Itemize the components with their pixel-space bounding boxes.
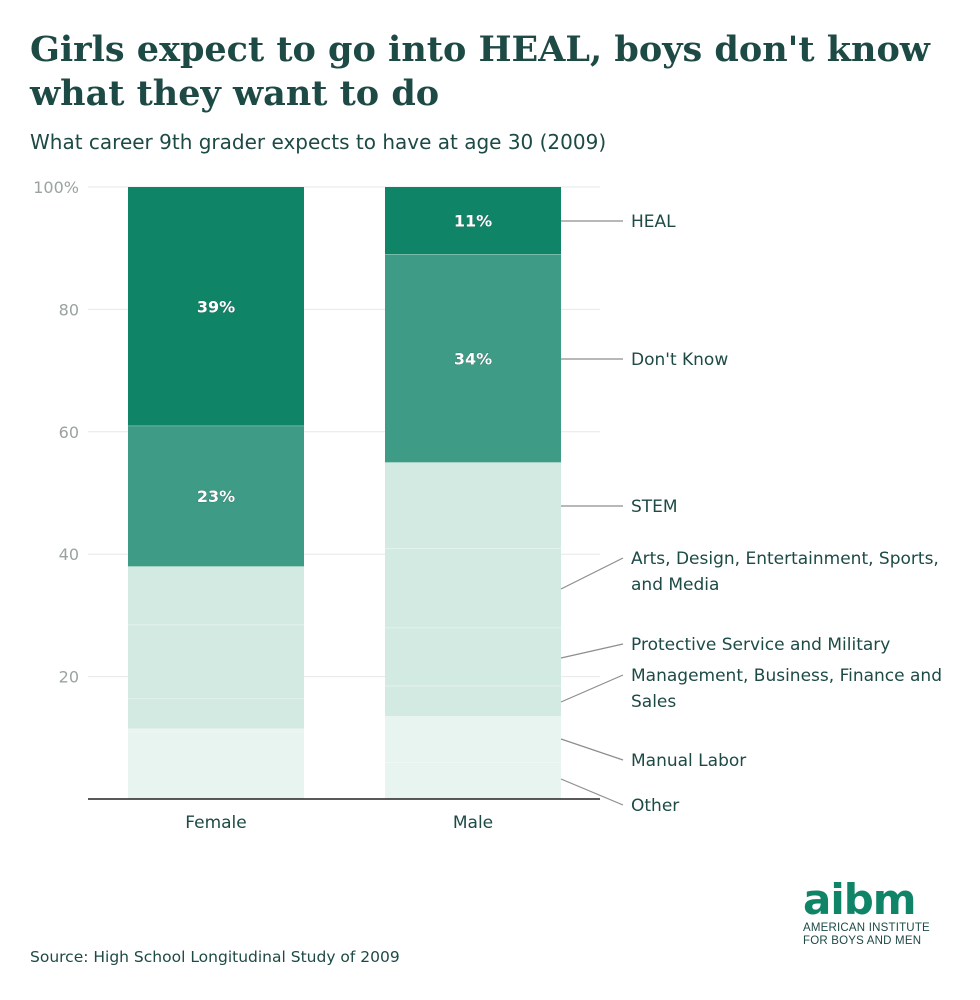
aibm-logo: aibm AMERICAN INSTITUTE FOR BOYS AND MEN [803,878,963,948]
data-label-male-heal: 11% [454,212,492,231]
y-tick-label: 60 [59,423,79,442]
leader-line-management-business-finance-and-sales [560,674,624,703]
bar-male-manual-labor [385,716,561,763]
bar-male-management-business-finance-and-sales [385,685,561,717]
bar-female-heal [128,187,304,426]
logo-line-2: FOR BOYS AND MEN [803,935,922,947]
data-label-female-don-t-know: 23% [197,487,235,506]
bar-female-arts-design-entertainment-sports-and-media [128,566,304,625]
series-label-management-business-finance-and-sales: Sales [631,692,676,712]
bar-male-stem [385,462,561,549]
data-label-female-heal: 39% [197,297,235,316]
leader-line-manual-labor [560,738,624,761]
bar-female-management-business-finance-and-sales [128,698,304,729]
x-tick-label: Male [453,813,493,833]
chart-title: Girls expect to go into HEAL, boys don't… [30,29,930,114]
stacked-bar-chart: 20 40 60 80 100% Female Male 39% 23% 11% 34% HEAL Do… [33,178,942,833]
logo-line-1: AMERICAN INSTITUTE [803,922,930,934]
source-note: Source: High School Longitudinal Study o… [30,948,400,966]
y-tick-label: 100% [33,178,79,197]
y-tick-label: 40 [59,545,79,564]
series-label-arts-design-entertainment-sports-and-media: Arts, Design, Entertainment, Sports, [631,549,939,569]
bar-female-other [128,731,304,799]
leader-line-protective-service-and-military [560,643,624,659]
bar-male-heal [385,187,561,255]
y-tick-label: 20 [59,668,79,687]
y-tick-label: 80 [59,300,79,319]
bar-male-don-t-know [385,254,561,463]
logo-mark: aibm [803,875,917,924]
series-label-don-t-know: Don't Know [631,350,728,370]
x-tick-label: Female [185,813,246,833]
bar-male-arts-design-entertainment-sports-and-media [385,548,561,628]
series-label-protective-service-and-military: Protective Service and Military [631,635,890,655]
series-label-arts-design-entertainment-sports-and-media: and Media [631,575,719,595]
leader-line-arts-design-entertainment-sports-and-media [560,557,624,590]
bar-female-manual-labor [128,728,304,732]
bar-female-protective-service-and-military [128,624,304,699]
data-label-male-don-t-know: 34% [454,349,492,368]
series-label-stem: STEM [631,497,678,517]
series-label-management-business-finance-and-sales: Management, Business, Finance and [631,666,942,686]
chart-subtitle: What career 9th grader expects to have a… [30,130,607,154]
leader-line-other [560,778,624,806]
series-label-heal: HEAL [631,212,676,232]
bar-female-don-t-know [128,425,304,567]
series-label-manual-labor: Manual Labor [631,751,746,771]
bar-male-other [385,762,561,799]
bar-male-protective-service-and-military [385,627,561,686]
series-label-other: Other [631,796,679,816]
